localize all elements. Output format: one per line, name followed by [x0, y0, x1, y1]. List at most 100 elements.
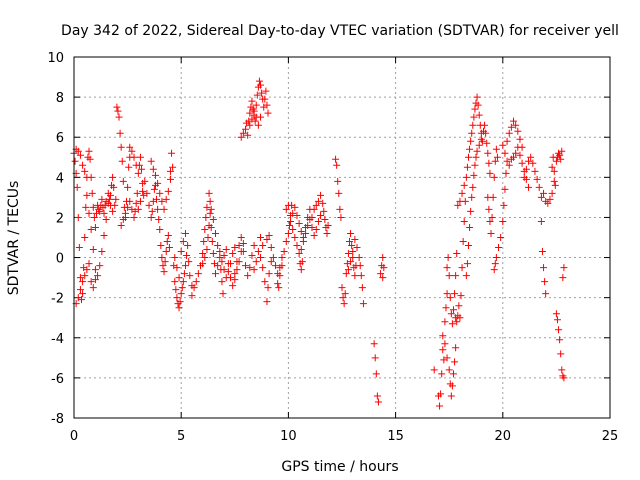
- data-point: [185, 258, 193, 266]
- data-point: [447, 392, 455, 400]
- plot-frame: [73, 56, 611, 419]
- data-point: [179, 238, 187, 246]
- data-point: [81, 234, 89, 241]
- data-point: [297, 246, 305, 254]
- data-point: [85, 209, 93, 217]
- data-point: [235, 242, 243, 250]
- data-point: [302, 229, 310, 237]
- data-point: [455, 302, 463, 310]
- data-point: [501, 149, 509, 157]
- data-point: [216, 254, 224, 262]
- data-point: [337, 213, 345, 221]
- data-point: [285, 221, 293, 229]
- data-point: [134, 205, 142, 213]
- data-point: [460, 181, 468, 189]
- data-point: [231, 270, 239, 278]
- data-point: [482, 129, 490, 137]
- x-axis-label: GPS time / hours: [281, 459, 398, 475]
- data-point: [177, 290, 185, 298]
- data-point: [548, 189, 556, 197]
- data-point: [485, 159, 493, 167]
- data-point: [156, 225, 164, 233]
- data-point: [166, 175, 174, 183]
- data-point: [102, 215, 110, 223]
- data-point: [295, 250, 303, 258]
- data-point: [133, 189, 141, 197]
- data-point: [463, 260, 471, 268]
- data-point: [308, 223, 316, 231]
- data-point: [370, 340, 378, 348]
- data-point: [449, 306, 457, 314]
- data-point: [351, 236, 359, 244]
- data-point: [186, 272, 194, 280]
- data-point: [165, 244, 173, 252]
- data-point: [336, 205, 344, 213]
- data-point: [505, 161, 513, 169]
- data-point: [538, 248, 546, 256]
- data-point: [358, 284, 366, 292]
- data-point: [181, 262, 189, 270]
- data-point: [168, 149, 176, 157]
- data-point: [111, 201, 119, 209]
- data-point: [278, 262, 286, 270]
- data-point: [485, 205, 493, 213]
- y-tick-label: 2: [56, 211, 64, 226]
- data-point: [214, 242, 222, 250]
- data-point: [164, 187, 172, 195]
- data-point: [231, 244, 239, 252]
- data-point: [261, 95, 269, 103]
- data-point: [229, 250, 237, 258]
- data-point: [130, 153, 138, 161]
- data-point: [516, 135, 524, 143]
- data-point: [439, 332, 447, 340]
- data-point: [522, 165, 530, 173]
- data-point: [540, 189, 548, 197]
- data-point: [126, 143, 134, 151]
- data-point: [171, 254, 179, 262]
- data-point: [166, 167, 174, 175]
- data-point: [263, 298, 271, 306]
- data-point: [324, 221, 332, 229]
- data-point: [98, 248, 106, 256]
- data-point: [314, 197, 322, 205]
- data-point: [159, 262, 167, 270]
- data-point: [493, 153, 501, 161]
- data-point: [512, 121, 520, 129]
- data-point: [341, 290, 349, 298]
- data-point: [138, 165, 146, 173]
- data-point: [491, 157, 499, 165]
- data-point: [348, 242, 356, 250]
- data-point: [263, 236, 271, 244]
- data-point: [257, 254, 265, 262]
- data-point: [132, 199, 140, 207]
- data-point: [332, 155, 340, 163]
- data-point: [320, 207, 328, 215]
- data-point: [520, 173, 528, 181]
- data-point: [456, 197, 464, 205]
- data-point: [284, 201, 292, 209]
- data-point: [188, 292, 196, 300]
- data-point: [176, 298, 184, 306]
- data-point: [323, 229, 331, 237]
- data-point: [346, 238, 354, 246]
- data-point: [467, 137, 475, 145]
- data-point: [100, 231, 108, 239]
- data-point: [338, 284, 346, 292]
- y-tick-label: 4: [56, 171, 64, 186]
- data-point: [278, 254, 286, 262]
- data-point: [147, 157, 155, 165]
- data-point: [353, 244, 361, 252]
- data-point: [516, 151, 524, 159]
- data-point: [380, 264, 388, 272]
- data-point: [514, 127, 522, 135]
- data-point: [510, 153, 518, 161]
- data-point: [462, 173, 470, 181]
- data-point: [463, 163, 471, 171]
- data-point: [550, 167, 558, 175]
- data-point: [244, 131, 252, 139]
- data-point: [466, 145, 474, 153]
- data-point: [110, 183, 118, 191]
- data-point: [94, 272, 102, 280]
- data-point: [441, 340, 449, 348]
